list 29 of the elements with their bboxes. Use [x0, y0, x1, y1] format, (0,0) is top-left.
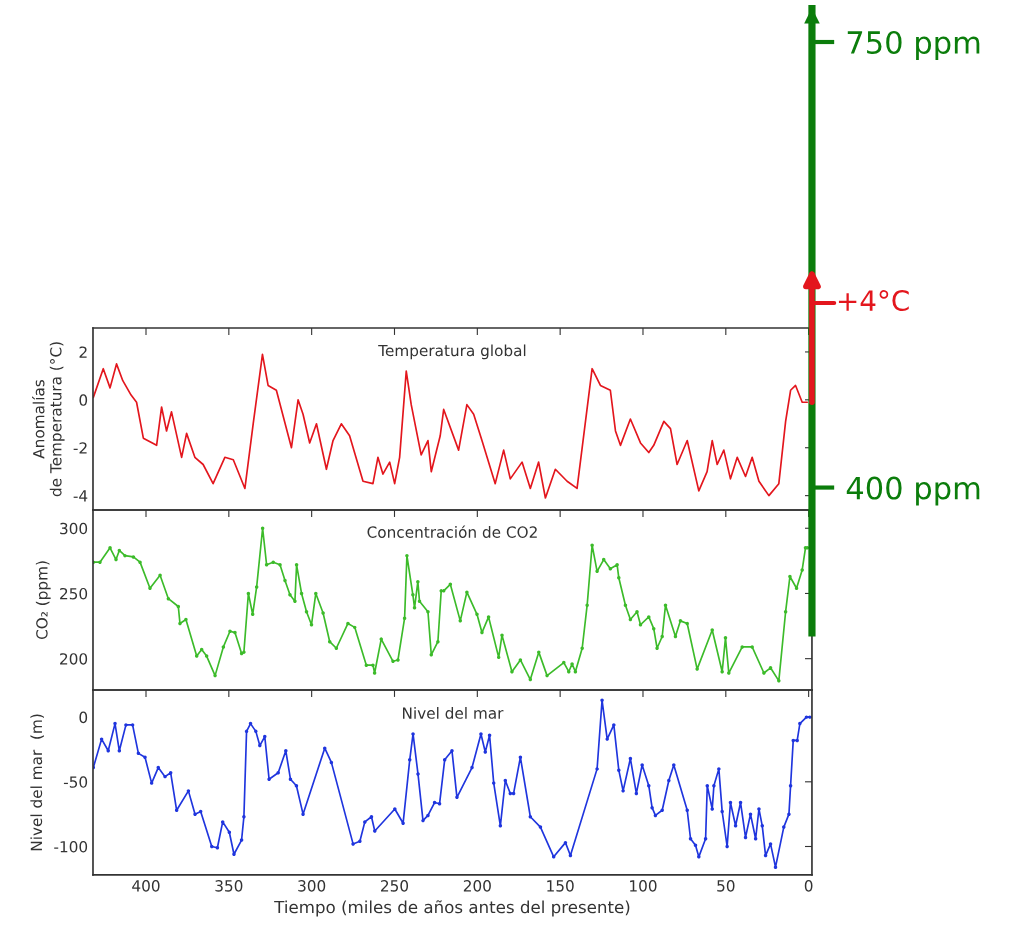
x-tick-label: 400	[132, 880, 160, 892]
x-tick-label: 50	[717, 880, 735, 892]
y-tick-label: 0	[79, 711, 88, 724]
y-tick-label: -100	[54, 840, 88, 853]
x-tick-label: 350	[215, 880, 243, 892]
y-tick-label: 200	[60, 653, 88, 665]
y-tick-label: 0	[79, 394, 88, 406]
y-tick-label: 750 ppm	[847, 30, 980, 60]
text: Concentración de CO2	[367, 525, 537, 538]
text: Temperatura global	[378, 344, 526, 360]
y-tick-label: -2	[73, 442, 87, 454]
x-axis-title: Tiempo (miles de años antes del presente)	[274, 900, 630, 917]
x-tick-label: 300	[298, 880, 326, 892]
y-axis-title: Anomalías de Temperatura (°C)	[32, 342, 65, 497]
x-tick-label: 150	[547, 880, 574, 892]
x-tick-label: 250	[381, 880, 409, 892]
x-tick-label: 100	[630, 880, 657, 892]
y-tick-label: -4	[73, 490, 88, 502]
x-tick-label: 0	[804, 880, 813, 892]
x-tick-label: 200	[463, 880, 491, 892]
y-axis-title: Nivel del mar (m)	[30, 714, 44, 851]
y-tick-label: 250	[60, 587, 88, 600]
y-tick-label: 2	[79, 346, 87, 358]
y-axis-title: CO₂ (ppm)	[35, 561, 51, 640]
y-tick-label: -50	[63, 776, 88, 788]
text: Nivel del mar	[403, 707, 504, 719]
y-tick-label: 400 ppm	[846, 476, 980, 506]
text: +4°C	[838, 290, 909, 312]
y-tick-label: 300	[60, 522, 88, 535]
